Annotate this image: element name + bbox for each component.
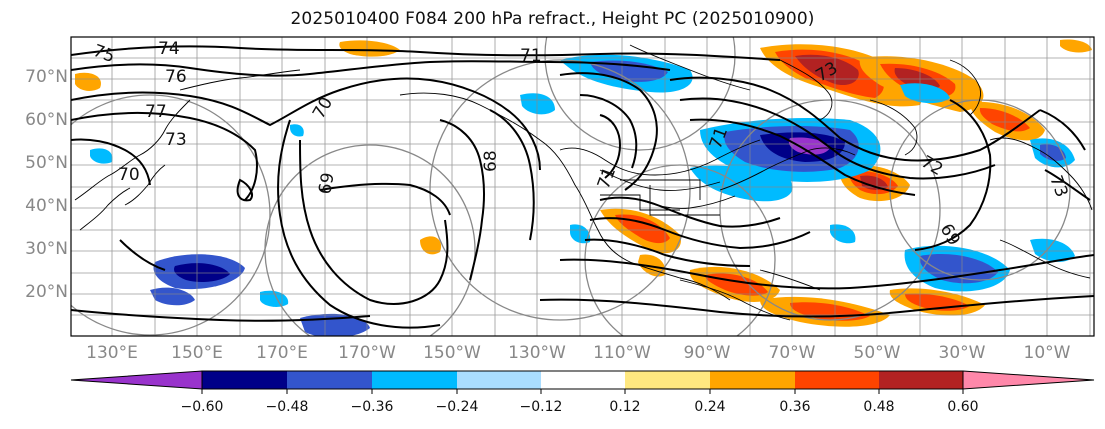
longitude-label-130w: 130°W xyxy=(508,343,566,363)
latitude-label-20n: 20°N xyxy=(25,282,68,302)
contour-label: 77 xyxy=(145,102,167,122)
map-title: 2025010400 F084 200 hPa refract., Height… xyxy=(290,9,815,29)
longitude-label-30w: 30°W xyxy=(938,343,986,363)
colorbar-bin xyxy=(541,371,625,389)
colorbar-tick-label: −0.60 xyxy=(180,399,224,415)
contour-label: 68 xyxy=(481,150,501,172)
colorbar xyxy=(70,370,1095,394)
colorbar-bin xyxy=(625,371,710,389)
latitude-label-30n: 30°N xyxy=(25,239,68,259)
longitude-label-130e: 130°E xyxy=(86,343,138,363)
colorbar-tick-label: 0.24 xyxy=(694,399,726,415)
colorbar-tick-label: 0.60 xyxy=(947,399,979,415)
longitude-label-150w: 150°W xyxy=(423,343,481,363)
contour-label: 76 xyxy=(165,67,187,87)
longitude-label-10w: 10°W xyxy=(1023,343,1071,363)
colorbar-tick-label: −0.24 xyxy=(435,399,479,415)
colorbar-bin xyxy=(879,371,963,389)
colorbar-bin xyxy=(372,371,457,389)
latitude-label-50n: 50°N xyxy=(25,153,68,173)
contour-label: 74 xyxy=(158,39,180,59)
longitude-label-170e: 170°E xyxy=(256,343,308,363)
colorbar-tick-label: 0.48 xyxy=(863,399,895,415)
contour-label: 73 xyxy=(165,130,187,150)
contour-label: 69 xyxy=(315,171,338,196)
colorbar-tick-label: 0.36 xyxy=(779,399,811,415)
colorbar-bin xyxy=(287,371,372,389)
colorbar-bin xyxy=(457,371,541,389)
longitude-label-50w: 50°W xyxy=(853,343,901,363)
latitude-label-40n: 40°N xyxy=(25,196,68,216)
latitude-label-60n: 60°N xyxy=(25,110,68,130)
colorbar-bin xyxy=(710,371,795,389)
contour-label: 70 xyxy=(118,165,140,185)
colorbar-bin xyxy=(795,371,879,389)
lat-lon-grid xyxy=(71,37,1094,336)
colorbar-tick-label: −0.12 xyxy=(519,399,563,415)
map-frame xyxy=(70,36,1095,337)
contour-label: 71 xyxy=(520,46,542,66)
colorbar-extend-high xyxy=(962,370,1095,390)
longitude-label-70w: 70°W xyxy=(768,343,816,363)
longitude-label-110w: 110°W xyxy=(593,343,651,363)
coastlines xyxy=(74,44,1093,321)
height-contours xyxy=(71,45,1094,329)
colorbar-extend-low xyxy=(70,370,203,390)
colorbar-tick-label: 0.12 xyxy=(609,399,641,415)
latitude-label-70n: 70°N xyxy=(25,67,68,87)
colorbar-tick-label: −0.48 xyxy=(265,399,309,415)
longitude-label-90w: 90°W xyxy=(683,343,731,363)
longitude-label-150e: 150°E xyxy=(171,343,223,363)
colorbar-bin xyxy=(202,371,287,389)
colorbar-tick-label: −0.36 xyxy=(350,399,394,415)
longitude-label-170w: 170°W xyxy=(338,343,396,363)
positive-anomaly-shading xyxy=(75,39,1092,327)
